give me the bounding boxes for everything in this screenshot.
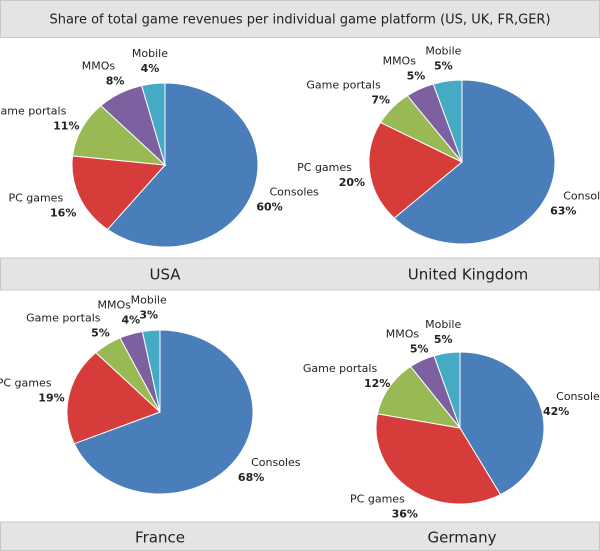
slice-label: MMOs <box>383 54 417 67</box>
slice-value-label: 12% <box>364 377 390 390</box>
slice-value-label: 16% <box>50 207 76 220</box>
slice-value-label: 7% <box>371 94 390 107</box>
slice-value-label: 3% <box>139 309 158 322</box>
pie-slice <box>459 351 545 496</box>
pie-slice <box>72 104 167 166</box>
slice-label: Game portals <box>0 104 67 117</box>
slice-label: MMOs <box>82 59 116 72</box>
pie-slice <box>375 413 502 505</box>
pie-title: United Kingdom <box>408 266 528 284</box>
slice-label: MMOs <box>97 298 131 311</box>
slice-label: PC games <box>297 161 352 174</box>
slice-value-label: 5% <box>91 327 110 340</box>
slice-label: Consoles <box>556 390 600 403</box>
pie-slice <box>141 329 161 413</box>
slice-label: Mobile <box>132 47 168 60</box>
slice-label: Game portals <box>306 79 381 92</box>
pie-title: Germany <box>428 529 497 547</box>
pie-slice <box>368 121 463 219</box>
pie-slice <box>376 365 462 429</box>
slice-value-label: 63% <box>550 205 576 218</box>
slice-label: Consoles <box>251 456 301 469</box>
pie-slice <box>393 79 556 245</box>
slice-value-label: 5% <box>434 59 453 72</box>
slice-value-label: 11% <box>53 119 79 132</box>
pie-slice <box>433 351 461 429</box>
slice-value-label: 20% <box>339 176 365 189</box>
pie-slice <box>71 155 167 231</box>
pie-slice <box>66 351 161 445</box>
slice-label: MMOs <box>386 327 420 340</box>
slice-value-label: 8% <box>106 74 125 87</box>
slice-label: Consoles <box>563 190 600 203</box>
slice-value-label: 5% <box>407 69 426 82</box>
slice-value-label: 4% <box>141 62 160 75</box>
slice-value-label: 19% <box>38 392 64 405</box>
slice-label: PC games <box>8 192 63 205</box>
slice-value-label: 4% <box>122 313 141 326</box>
pie-title: France <box>135 529 185 547</box>
slice-value-label: 68% <box>238 471 264 484</box>
chart-title: Share of total game revenues per individ… <box>49 13 550 28</box>
slice-value-label: 60% <box>256 200 282 213</box>
slice-label: PC games <box>0 377 52 390</box>
slice-label: Consoles <box>269 185 319 198</box>
slice-label: Mobile <box>425 318 461 331</box>
slice-value-label: 42% <box>543 405 569 418</box>
pie-slice <box>73 329 254 495</box>
slice-value-label: 5% <box>434 333 453 346</box>
slice-label: Game portals <box>303 362 378 375</box>
title-band <box>0 0 600 38</box>
pie-slice <box>141 82 166 166</box>
slice-label: Mobile <box>131 294 167 307</box>
pie-slice <box>432 79 463 163</box>
slice-value-label: 36% <box>392 508 418 521</box>
slice-value-label: 5% <box>410 342 429 355</box>
slice-label: Game portals <box>26 312 101 325</box>
pie-title: USA <box>149 266 181 284</box>
slice-label: Mobile <box>425 44 461 57</box>
slice-label: PC games <box>350 493 405 506</box>
label-band <box>0 257 600 291</box>
pie-slice <box>106 82 259 248</box>
label-band <box>0 521 600 551</box>
